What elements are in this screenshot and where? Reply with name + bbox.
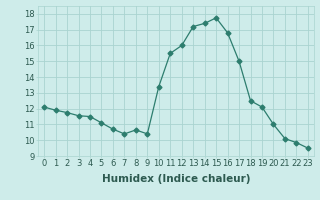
X-axis label: Humidex (Indice chaleur): Humidex (Indice chaleur): [102, 174, 250, 184]
